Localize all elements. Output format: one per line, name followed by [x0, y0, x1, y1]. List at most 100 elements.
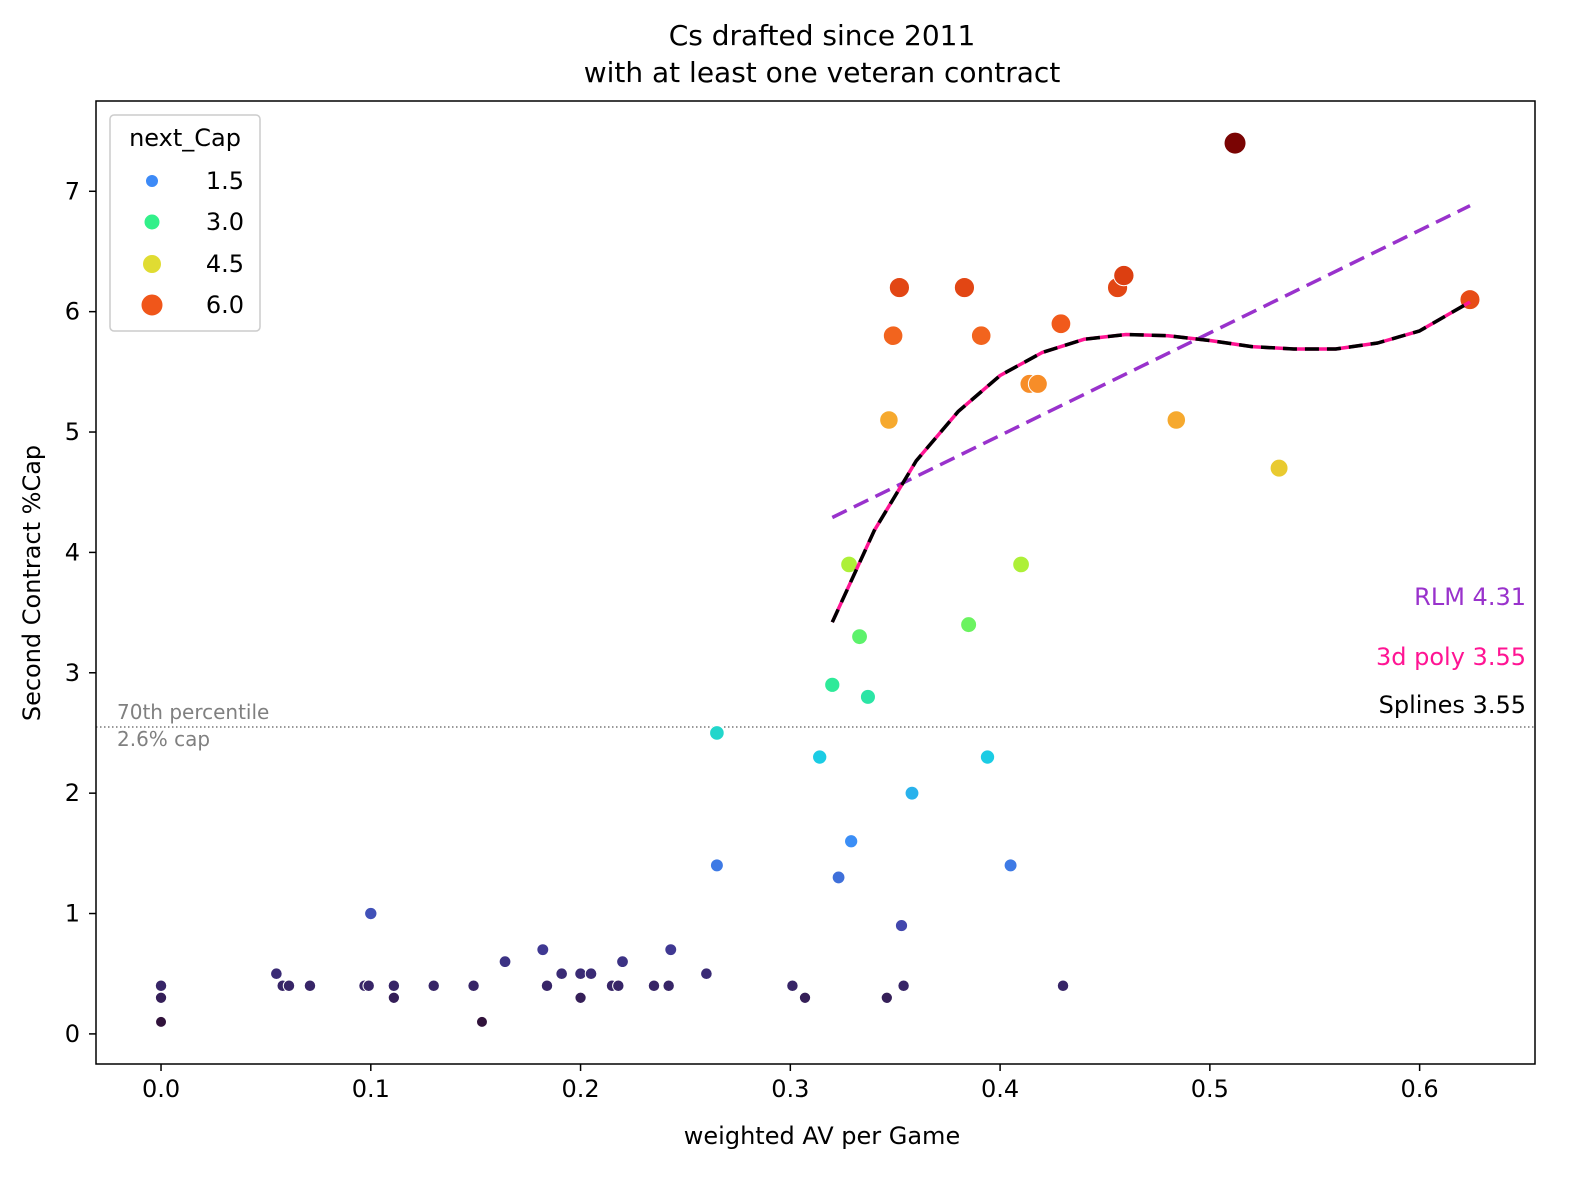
chart-subtitle: with at least one veteran contract — [584, 56, 1061, 89]
data-point — [1012, 555, 1030, 574]
x-tick-label: 0.6 — [1401, 1075, 1439, 1103]
data-point — [844, 834, 859, 849]
data-point — [475, 1015, 488, 1028]
data-point — [897, 979, 910, 992]
data-point — [904, 785, 920, 801]
data-point — [574, 991, 587, 1004]
data-points — [154, 131, 1481, 1028]
x-axis-label: weighted AV per Game — [684, 1122, 960, 1150]
y-tick-label: 7 — [65, 177, 80, 205]
fit-label: 3d poly 3.55 — [1376, 643, 1526, 671]
data-point — [555, 967, 568, 981]
data-point — [1050, 313, 1072, 335]
data-point — [616, 955, 629, 969]
x-tick-label: 0.2 — [561, 1075, 599, 1103]
data-point — [894, 918, 909, 933]
data-point — [362, 979, 375, 992]
data-point — [953, 276, 976, 299]
data-point — [574, 967, 587, 981]
legend-label: 1.5 — [206, 167, 244, 195]
fit-label: RLM 4.31 — [1414, 583, 1526, 611]
x-tick-label: 0.4 — [981, 1075, 1019, 1103]
data-point — [387, 991, 401, 1004]
data-point — [709, 858, 724, 873]
y-tick-label: 5 — [65, 418, 80, 446]
plot-area-frame — [95, 100, 1536, 1065]
x-tick-label: 0.0 — [142, 1075, 180, 1103]
data-point — [831, 870, 846, 885]
data-point — [282, 979, 296, 992]
y-tick-label: 6 — [65, 298, 80, 326]
data-point — [824, 676, 841, 693]
data-point — [584, 967, 598, 981]
data-point — [612, 979, 625, 992]
data-point — [709, 725, 725, 741]
data-point — [1223, 131, 1247, 155]
x-tick-label: 0.5 — [1191, 1075, 1229, 1103]
data-point — [888, 276, 911, 299]
legend-label: 6.0 — [206, 291, 244, 319]
fit-label: Splines 3.55 — [1379, 691, 1526, 719]
fit-lines — [830, 204, 1471, 623]
data-point — [1003, 858, 1018, 873]
data-point — [882, 325, 904, 347]
data-point — [879, 410, 899, 430]
fit-labels: RLM 4.31 3d poly 3.55 Splines 3.55 — [1376, 583, 1526, 719]
legend-marker — [142, 254, 162, 274]
data-point — [786, 979, 799, 992]
data-point — [1056, 979, 1070, 992]
data-point — [1113, 264, 1135, 287]
data-point — [798, 991, 812, 1004]
y-tick-label: 4 — [65, 538, 80, 566]
axis-ticks: 0.0 0.1 0.2 0.3 0.4 0.5 0.6 0 1 2 3 4 5 6 7 — [65, 177, 1439, 1103]
chart-title: Cs drafted since 2011 — [669, 19, 976, 52]
data-point — [970, 325, 992, 347]
x-tick-label: 0.1 — [352, 1075, 390, 1103]
data-point — [859, 688, 876, 705]
fit-line — [831, 204, 1471, 520]
legend-marker — [140, 293, 164, 317]
data-point — [427, 979, 440, 992]
data-point — [540, 979, 554, 992]
legend-box — [109, 114, 261, 332]
data-point — [662, 979, 675, 992]
data-point — [154, 991, 168, 1004]
data-point — [979, 749, 996, 765]
reference-line-label: 2.6% cap — [117, 727, 210, 751]
y-tick-label: 1 — [65, 900, 80, 928]
data-point — [155, 1015, 168, 1028]
data-point — [536, 943, 550, 957]
data-point — [880, 991, 893, 1004]
data-point — [467, 979, 480, 992]
legend-label: 3.0 — [206, 208, 244, 236]
data-point — [387, 979, 401, 992]
legend-label: 4.5 — [206, 250, 244, 278]
legend-marker — [143, 213, 161, 231]
legend: next_Cap 1.5 3.0 4.5 6.0 — [109, 114, 261, 332]
data-point — [498, 955, 512, 969]
data-point — [812, 749, 828, 765]
data-point — [960, 616, 978, 634]
y-tick-label: 2 — [65, 779, 80, 807]
reference-line-group: 70th percentile 2.6% cap — [96, 700, 1535, 751]
data-point — [700, 967, 713, 981]
data-point — [664, 943, 678, 957]
data-point — [851, 628, 868, 646]
y-tick-label: 3 — [65, 659, 80, 687]
reference-line-label: 70th percentile — [117, 700, 269, 724]
fit-line — [830, 300, 1471, 623]
data-point — [364, 906, 378, 921]
data-point — [303, 979, 317, 992]
legend-marker — [145, 174, 159, 188]
x-tick-label: 0.3 — [771, 1075, 809, 1103]
data-point — [270, 967, 283, 981]
data-point — [647, 979, 661, 992]
data-point — [1166, 410, 1187, 430]
fit-line — [830, 300, 1471, 623]
data-point — [1027, 373, 1048, 394]
y-axis-label: Second Contract %Cap — [18, 445, 46, 721]
legend-title: next_Cap — [129, 124, 241, 152]
data-point — [1269, 458, 1289, 478]
data-point — [154, 979, 168, 992]
